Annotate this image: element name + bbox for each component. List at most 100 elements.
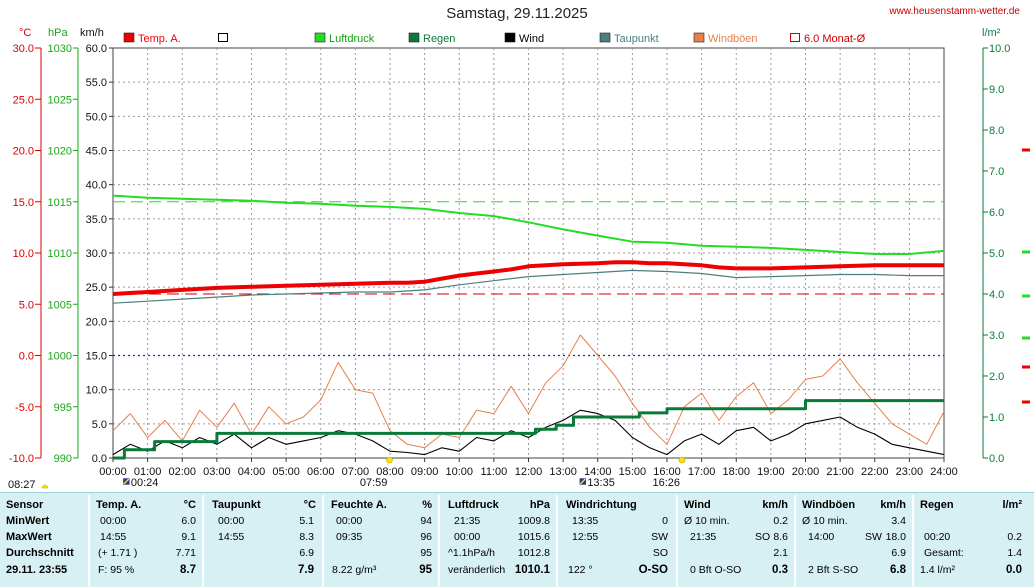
chart-series bbox=[112, 194, 945, 460]
x-tick-label: 14:00 bbox=[584, 466, 612, 478]
stats-panel: Sensor MinWert MaxWert Durchschnitt 29.1… bbox=[0, 492, 1034, 587]
rain-total-value: 1.4 bbox=[1007, 547, 1022, 559]
hum-max-time: 09:35 bbox=[336, 531, 363, 543]
gust-min-note: Ø 10 min. bbox=[802, 515, 848, 527]
stats-col-wind: Wind km/h Ø 10 min. 0.2 21:35 SO 8.6 2.1 0 B… bbox=[680, 495, 796, 586]
page-title: Samstag, 29.11.2025 bbox=[446, 5, 588, 22]
rain-tick-label: 0.0 bbox=[989, 453, 1004, 465]
temp-unit: °C bbox=[183, 499, 196, 511]
x-tick-label: 06:00 bbox=[307, 466, 335, 478]
dir-last-value: O-SO bbox=[638, 564, 668, 576]
last-date: 29.11. 23:55 bbox=[6, 564, 68, 576]
dir-header: Windrichtung bbox=[566, 499, 637, 511]
rain-total-label: Gesamt: bbox=[924, 547, 964, 559]
dew-last-value: 7.9 bbox=[298, 564, 314, 576]
row-label-max: MaxWert bbox=[6, 531, 52, 543]
stats-col-sensor: Sensor MinWert MaxWert Durchschnitt 29.1… bbox=[0, 495, 90, 586]
dir-min-value: 0 bbox=[662, 515, 668, 527]
sun-time-label: 07:59 bbox=[360, 477, 388, 489]
wind-tick-label: 15.0 bbox=[86, 351, 107, 363]
pressure-tick-label: 1005 bbox=[48, 299, 72, 311]
x-tick-label: 10:00 bbox=[445, 466, 473, 478]
last-update-label: 08:27 bbox=[8, 479, 36, 491]
dir-degrees: 122 ° bbox=[568, 564, 593, 576]
dew-avg-value: 6.9 bbox=[299, 547, 314, 559]
series-line-taupunkt bbox=[112, 269, 944, 304]
wind-tick-label: 60.0 bbox=[86, 43, 107, 55]
rain-unit: l/m² bbox=[1002, 499, 1022, 511]
wind-min-value: 0.2 bbox=[773, 515, 788, 527]
x-tick-label: 12:00 bbox=[515, 466, 543, 478]
temp-tick-label: 15.0 bbox=[13, 197, 34, 209]
dew-max-value: 8.3 bbox=[299, 531, 314, 543]
rain-min-value: 0.2 bbox=[1007, 531, 1022, 543]
rain-unit-label: l/m² bbox=[982, 27, 1001, 39]
temp-tick-label: 5.0 bbox=[19, 299, 34, 311]
temp-tick-label: 20.0 bbox=[13, 146, 34, 158]
temp-tick-label: 30.0 bbox=[13, 43, 34, 55]
chart-axes: 00:00 01:00 02:00 03:00 04:00 05:00 06:00 07:00… bbox=[9, 27, 1030, 478]
stats-col-direction: Windrichtung 13:35 0 12:55 SW SO 122 ° O-SO bbox=[560, 495, 678, 586]
hum-min-value: 94 bbox=[420, 515, 432, 527]
pressure-tick-label: 1010 bbox=[48, 248, 72, 260]
hum-unit: % bbox=[422, 499, 432, 511]
rain-min-time: 00:20 bbox=[924, 531, 951, 543]
dir-max-value: SW bbox=[651, 531, 668, 543]
dew-header: Taupunkt bbox=[212, 499, 261, 511]
legend-swatch bbox=[314, 32, 326, 43]
gust-bft: 2 Bft S-SO bbox=[808, 564, 859, 576]
rain-tick-label: 4.0 bbox=[989, 289, 1004, 301]
rain-tick-label: 5.0 bbox=[989, 248, 1004, 260]
pressure-tick-label: 1020 bbox=[48, 146, 72, 158]
legend-swatch bbox=[218, 33, 228, 42]
wind-tick-label: 0.0 bbox=[92, 453, 107, 465]
rain-note: 1.4 l/m² bbox=[920, 564, 956, 576]
gust-unit: km/h bbox=[880, 499, 906, 511]
wind-unit-label: km/h bbox=[80, 27, 104, 39]
hum-last-note: 8.22 g/m³ bbox=[332, 564, 377, 576]
press-min-time: 21:35 bbox=[454, 515, 481, 527]
legend-label: Regen bbox=[423, 33, 455, 45]
pressure-tick-label: 1015 bbox=[48, 197, 72, 209]
temp-avg-value: 7.71 bbox=[175, 547, 196, 559]
hum-avg-value: 95 bbox=[420, 547, 432, 559]
dew-min-value: 5.1 bbox=[299, 515, 314, 527]
x-tick-label: 23:00 bbox=[896, 466, 924, 478]
pressure-tick-label: 1000 bbox=[48, 351, 72, 363]
dew-max-time: 14:55 bbox=[218, 531, 245, 543]
stats-col-pressure: Luftdruck hPa 21:35 1009.8 00:00 1015.6 ^1.… bbox=[442, 495, 558, 586]
wind-tick-label: 45.0 bbox=[86, 146, 107, 158]
chart-legend: Temp. A. Luftdruck Regen Wind Taupunkt Windbö… bbox=[123, 32, 866, 45]
rain-tick-label: 8.0 bbox=[989, 125, 1004, 137]
hum-max-value: 96 bbox=[420, 531, 432, 543]
stats-col-rain: Regen l/m² 00:20 0.2 Gesamt: 1.4 1.4 l/m² 0.… bbox=[916, 495, 1028, 586]
wind-tick-label: 5.0 bbox=[92, 419, 107, 431]
x-tick-label: 24:00 bbox=[930, 466, 958, 478]
weather-chart: 00:00 01:00 02:00 03:00 04:00 05:00 06:00 07:00… bbox=[8, 27, 1030, 491]
legend-label: Taupunkt bbox=[614, 33, 659, 45]
wind-tick-label: 50.0 bbox=[86, 111, 107, 123]
series-line-regen bbox=[113, 399, 944, 460]
temp-tick-label: -5.0 bbox=[15, 402, 34, 414]
x-tick-label: 11:00 bbox=[481, 466, 508, 478]
x-tick-label: 03:00 bbox=[203, 466, 231, 478]
site-link[interactable]: www.heusenstamm-wetter.de bbox=[889, 6, 1020, 17]
rain-header: Regen bbox=[920, 499, 954, 511]
legend-label: Luftdruck bbox=[329, 33, 375, 45]
hum-min-time: 00:00 bbox=[336, 515, 363, 527]
legend-swatch bbox=[504, 32, 516, 43]
moon-time-label: 13:35 bbox=[587, 477, 615, 489]
x-tick-label: 22:00 bbox=[861, 466, 889, 478]
press-min-value: 1009.8 bbox=[517, 515, 550, 527]
press-max-time: 00:00 bbox=[454, 531, 481, 543]
legend-label: 6.0 Monat-Ø bbox=[804, 33, 866, 45]
stats-col-humidity: Feuchte A.% 00:00 94 09:35 96 95 8.22 g/m³… bbox=[326, 495, 440, 586]
gust-header: Windböen bbox=[802, 499, 856, 511]
x-tick-label: 07:00 bbox=[342, 466, 370, 478]
rain-tick-label: 10.0 bbox=[989, 43, 1010, 55]
x-tick-label: 00:00 bbox=[99, 466, 127, 478]
dir-min-time: 13:35 bbox=[572, 515, 599, 527]
sun-icon bbox=[678, 456, 686, 464]
gust-avg-value: 6.9 bbox=[891, 547, 906, 559]
legend-swatch bbox=[599, 32, 611, 43]
